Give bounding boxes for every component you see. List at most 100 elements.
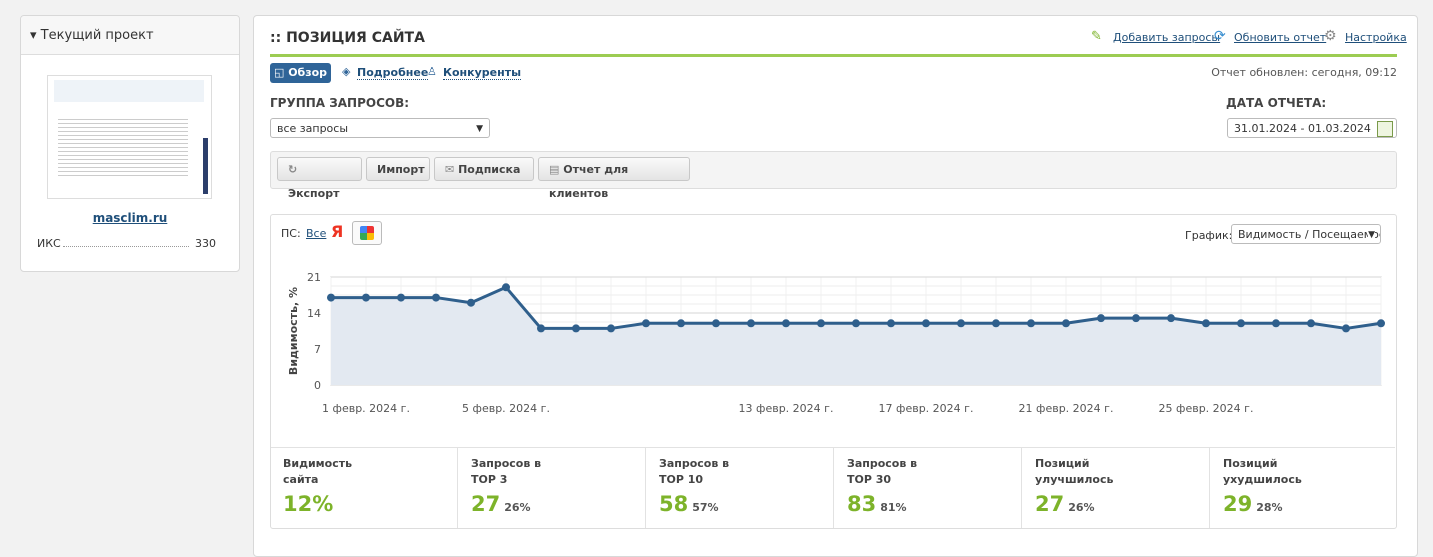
icon: ↻ bbox=[288, 163, 298, 176]
stat-label-line: ухудшилось bbox=[1223, 473, 1302, 486]
group-select[interactable]: все запросы ▼ bbox=[270, 118, 490, 138]
stat-label-line: TOP 3 bbox=[471, 473, 508, 486]
y-axis-label: Видимость, % bbox=[287, 287, 300, 375]
title-underline bbox=[270, 54, 1397, 57]
button-label: Отчет для клиентов bbox=[549, 163, 629, 200]
point bbox=[852, 319, 860, 328]
stat-value-row: 27 26% bbox=[471, 492, 633, 516]
point bbox=[782, 319, 790, 328]
point bbox=[1062, 319, 1070, 328]
page: ▾ Текущий проект masclim.ru ИКС 330 :: П… bbox=[20, 15, 1418, 557]
point bbox=[1342, 324, 1350, 333]
stat-label-line: Запросов в bbox=[847, 457, 918, 470]
refresh-link[interactable]: Обновить отчет bbox=[1234, 31, 1327, 44]
point bbox=[1132, 314, 1140, 323]
add-queries-link[interactable]: Добавить запросы bbox=[1113, 31, 1221, 44]
sidebar-title-text: Текущий проект bbox=[40, 28, 154, 43]
point bbox=[922, 319, 930, 328]
stat-label: Позиций улучшилось bbox=[1035, 456, 1197, 488]
sidebar-header[interactable]: ▾ Текущий проект bbox=[21, 16, 239, 55]
point bbox=[572, 324, 580, 333]
export-button[interactable]: ↻ Экспорт bbox=[277, 157, 362, 200]
stat: Позиций улучшилось 27 26% bbox=[1023, 448, 1210, 528]
stat-share: 26% bbox=[504, 501, 531, 514]
select-arrow: ▼ bbox=[1368, 225, 1375, 243]
button-label: Подписка bbox=[458, 163, 521, 176]
point bbox=[467, 298, 475, 307]
stat-value: 58 bbox=[659, 492, 689, 516]
stat-value-row: 83 81% bbox=[847, 492, 1009, 516]
client-report-button[interactable]: ▤ Отчет для клиентов bbox=[538, 157, 690, 200]
tab-active[interactable]: ◱ Обзор bbox=[270, 63, 331, 83]
sidebar: ▾ Текущий проект masclim.ru ИКС 330 bbox=[20, 15, 240, 272]
point bbox=[1027, 319, 1035, 328]
y-tick-label: 0 bbox=[314, 379, 321, 392]
stat-label-line: TOP 10 bbox=[659, 473, 704, 486]
date-label: ДАТА ОТЧЕТА: bbox=[1226, 96, 1327, 110]
date-value: 31.01.2024 - 01.03.2024 bbox=[1234, 122, 1371, 135]
x-tick-label: 1 февр. 2024 г. bbox=[322, 402, 410, 415]
metric-label: ИКС bbox=[37, 237, 61, 250]
tab[interactable]: Конкуренты bbox=[443, 66, 522, 80]
point bbox=[1237, 319, 1245, 328]
point bbox=[1167, 314, 1175, 323]
ps-label: ПС: bbox=[281, 227, 301, 240]
point bbox=[712, 319, 720, 328]
point bbox=[642, 319, 650, 328]
point bbox=[327, 293, 335, 302]
google-button[interactable] bbox=[352, 221, 382, 245]
point bbox=[607, 324, 615, 333]
x-tick-label: 25 февр. 2024 г. bbox=[1159, 402, 1254, 415]
stat-value: 12% bbox=[283, 492, 334, 516]
graph-select[interactable]: Видимость / Посещаемость▼ bbox=[1231, 224, 1381, 244]
stat-label-line: Позиций bbox=[1223, 457, 1278, 470]
select-value: все запросы bbox=[277, 122, 349, 135]
stat-label-line: улучшилось bbox=[1035, 473, 1114, 486]
tab[interactable]: Подробнее bbox=[357, 66, 429, 80]
y-tick-label: 14 bbox=[307, 307, 321, 320]
yandex-icon[interactable]: Я bbox=[331, 222, 344, 241]
stat-label: Позиций ухудшилось bbox=[1223, 456, 1386, 488]
point bbox=[817, 319, 825, 328]
stat-label: Запросов в TOP 10 bbox=[659, 456, 821, 488]
point bbox=[957, 319, 965, 328]
metric-value: 330 bbox=[195, 237, 216, 250]
point bbox=[1307, 319, 1315, 328]
import-button[interactable]: Импорт bbox=[366, 157, 430, 181]
stat-share: 81% bbox=[880, 501, 907, 514]
stat-label: Запросов в TOP 3 bbox=[471, 456, 633, 488]
date-input[interactable]: 31.01.2024 - 01.03.2024 bbox=[1227, 118, 1397, 138]
settings-link[interactable]: Настройка bbox=[1345, 31, 1407, 44]
stat-value: 27 bbox=[1035, 492, 1065, 516]
point bbox=[502, 283, 510, 292]
graph-label: График: bbox=[1185, 229, 1233, 242]
stat-value: 83 bbox=[847, 492, 877, 516]
panel-title: :: ПОЗИЦИЯ САЙТА bbox=[270, 30, 425, 46]
stat-value-row: 27 26% bbox=[1035, 492, 1197, 516]
stat-label: Видимость сайта bbox=[283, 456, 445, 488]
point bbox=[362, 293, 370, 302]
stat-value: 27 bbox=[471, 492, 501, 516]
add-icon: ✎ bbox=[1091, 29, 1102, 44]
stat-label-line: TOP 30 bbox=[847, 473, 892, 486]
stat-value-row: 29 28% bbox=[1223, 492, 1386, 516]
select-value: Видимость / Посещаемость bbox=[1238, 228, 1380, 241]
point bbox=[537, 324, 545, 333]
stat-label-line: Видимость bbox=[283, 457, 353, 470]
subscribe-button[interactable]: ✉ Подписка bbox=[434, 157, 534, 181]
group-label: ГРУППА ЗАПРОСОВ: bbox=[270, 96, 410, 110]
x-tick-label: 5 февр. 2024 г. bbox=[462, 402, 550, 415]
refresh-icon: ⟳ bbox=[1214, 28, 1226, 44]
point bbox=[747, 319, 755, 328]
site-link[interactable]: masclim.ru bbox=[92, 211, 168, 225]
site-thumbnail[interactable] bbox=[47, 75, 212, 199]
stat: Запросов в TOP 10 58 57% bbox=[647, 448, 834, 528]
stat-value: 29 bbox=[1223, 492, 1253, 516]
stat-label: Запросов в TOP 30 bbox=[847, 456, 1009, 488]
icon: ✉ bbox=[445, 163, 455, 176]
ps-all-link[interactable]: Все bbox=[306, 227, 327, 240]
point bbox=[432, 293, 440, 302]
tab-label: Обзор bbox=[288, 66, 328, 79]
stat-value-row: 12% bbox=[283, 492, 445, 516]
stat: Запросов в TOP 3 27 26% bbox=[459, 448, 646, 528]
